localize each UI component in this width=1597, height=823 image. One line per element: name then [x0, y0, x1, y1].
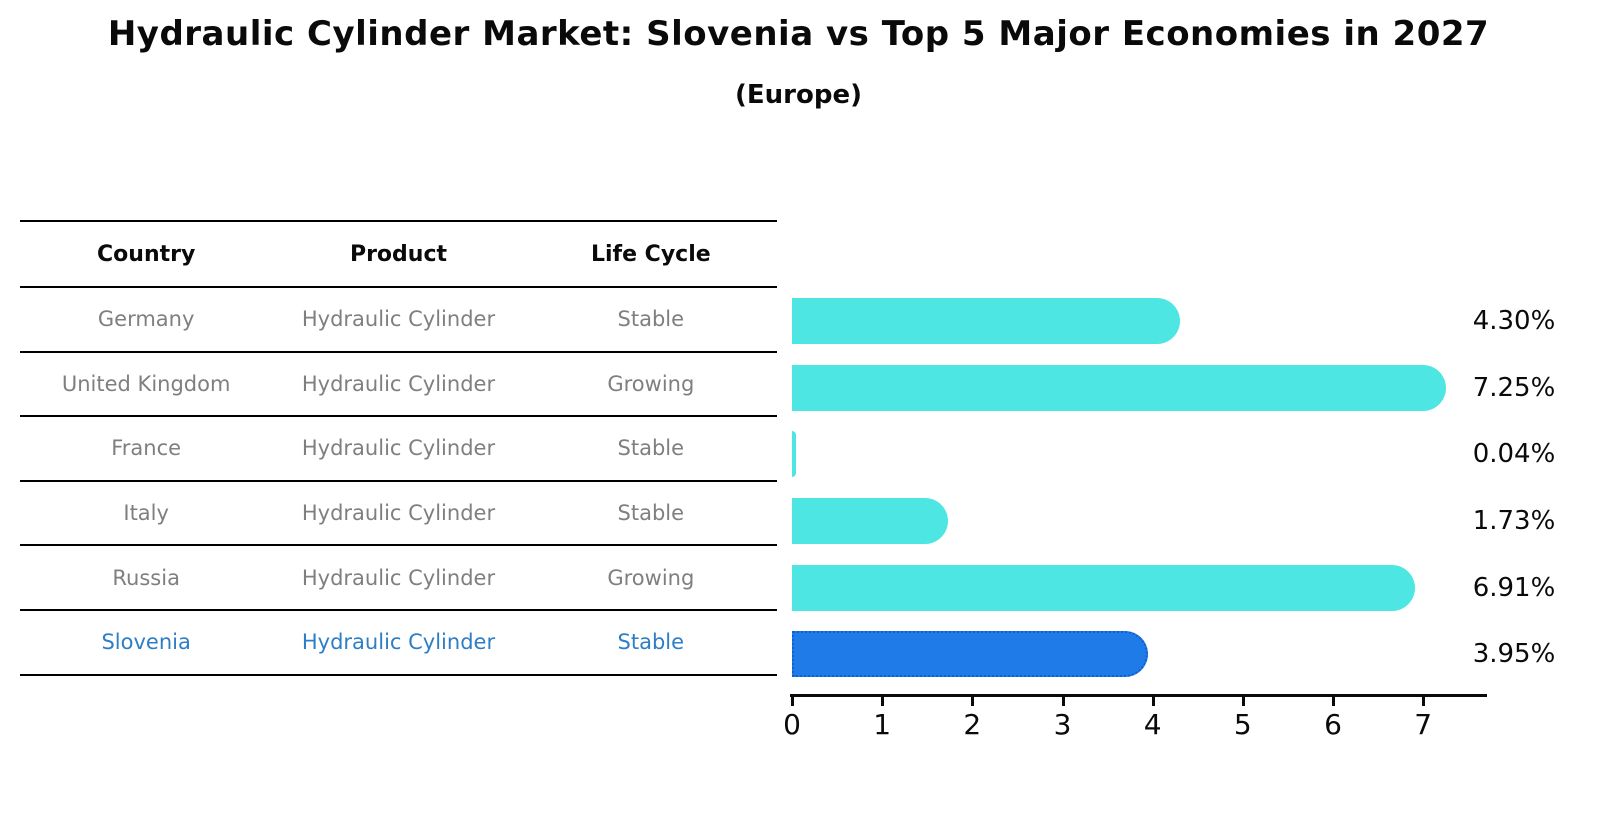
table-row: United Kingdom Hydraulic Cylinder Growing [20, 353, 777, 418]
table-cell-product: Hydraulic Cylinder [301, 501, 496, 526]
x-tick-mark [1422, 694, 1426, 706]
table-cell-life-cycle: Stable [617, 307, 685, 332]
table-cell-life-cycle: Growing [607, 371, 695, 396]
table-body: Germany Hydraulic Cylinder Stable United Ki… [20, 288, 777, 676]
chart-subtitle: (Europe) [735, 80, 862, 110]
bar-value-label: 4.30% [1472, 306, 1556, 337]
table-cell-country: Italy [123, 501, 169, 526]
table-row: Russia Hydraulic Cylinder Growing [20, 546, 777, 611]
bar-germany [792, 298, 1180, 345]
bar-chart-plot-area: 4.30% 7.25% 0.04% 1.73% 6.91% 3.95% [792, 288, 1582, 688]
table-cell-product: Hydraulic Cylinder [301, 565, 496, 590]
bar-value-label: 0.04% [1472, 439, 1556, 470]
column-header-country: Country [97, 241, 196, 267]
bar-row: 4.30% [792, 288, 1582, 355]
bar-row: 6.91% [792, 554, 1582, 621]
bar-slovenia [792, 631, 1148, 678]
x-tick-label: 4 [1143, 708, 1162, 741]
table-cell-product: Hydraulic Cylinder [301, 371, 496, 396]
x-tick-mark [791, 694, 794, 706]
x-tick-mark [971, 694, 975, 706]
bar-russia [792, 564, 1415, 611]
column-header-product: Product [349, 241, 448, 267]
bar-value-label: 6.91% [1472, 572, 1556, 603]
table-cell-product: Hydraulic Cylinder [301, 436, 496, 461]
table-header-row: Country Product Life Cycle [20, 222, 777, 288]
x-tick-label: 2 [963, 708, 982, 741]
bar-united-kingdom [792, 364, 1446, 411]
table-cell-product: Hydraulic Cylinder [301, 307, 496, 332]
bar-italy [792, 498, 948, 545]
table-row: Italy Hydraulic Cylinder Stable [20, 482, 777, 547]
table-cell-country: Russia [112, 565, 180, 590]
table-row: France Hydraulic Cylinder Stable [20, 417, 777, 482]
table-cell-country: France [111, 436, 182, 461]
x-tick-label: 1 [873, 708, 892, 741]
x-tick-label: 6 [1324, 708, 1342, 741]
x-tick-label: 3 [1053, 708, 1072, 741]
bar-row: 7.25% [792, 355, 1582, 422]
bar-value-label: 3.95% [1472, 639, 1556, 670]
table-cell-life-cycle: Growing [607, 565, 695, 590]
x-tick-label: 0 [783, 708, 801, 741]
table-cell-country: Germany [97, 307, 195, 332]
bar-row: 1.73% [792, 488, 1582, 555]
x-tick-mark [1332, 694, 1335, 706]
table-cell-country: United Kingdom [61, 371, 231, 396]
country-table: Country Product Life Cycle Germany Hydrau… [20, 220, 777, 676]
table-cell-life-cycle: Stable [617, 630, 685, 655]
x-tick-mark [1151, 694, 1155, 706]
table-cell-country: Slovenia [101, 630, 191, 655]
table-row: Slovenia Hydraulic Cylinder Stable [20, 611, 777, 676]
x-tick-mark [1241, 694, 1245, 706]
column-header-life-cycle: Life Cycle [590, 241, 711, 267]
x-tick-mark [1061, 694, 1065, 706]
table-cell-product: Hydraulic Cylinder [301, 630, 496, 655]
bar-row: 0.04% [792, 421, 1582, 488]
table-row: Germany Hydraulic Cylinder Stable [20, 288, 777, 353]
x-tick-label: 5 [1233, 708, 1252, 741]
table-cell-life-cycle: Stable [617, 501, 685, 526]
x-tick-mark [881, 694, 885, 706]
bar-row: 3.95% [792, 621, 1582, 688]
x-tick-label: 7 [1414, 708, 1433, 741]
table-cell-life-cycle: Stable [617, 436, 685, 461]
bar-france [792, 431, 796, 478]
x-axis-line [790, 694, 1487, 697]
bar-value-label: 7.25% [1472, 372, 1556, 403]
bar-value-label: 1.73% [1472, 506, 1556, 537]
chart-title: Hydraulic Cylinder Market: Slovenia vs T… [107, 14, 1490, 54]
